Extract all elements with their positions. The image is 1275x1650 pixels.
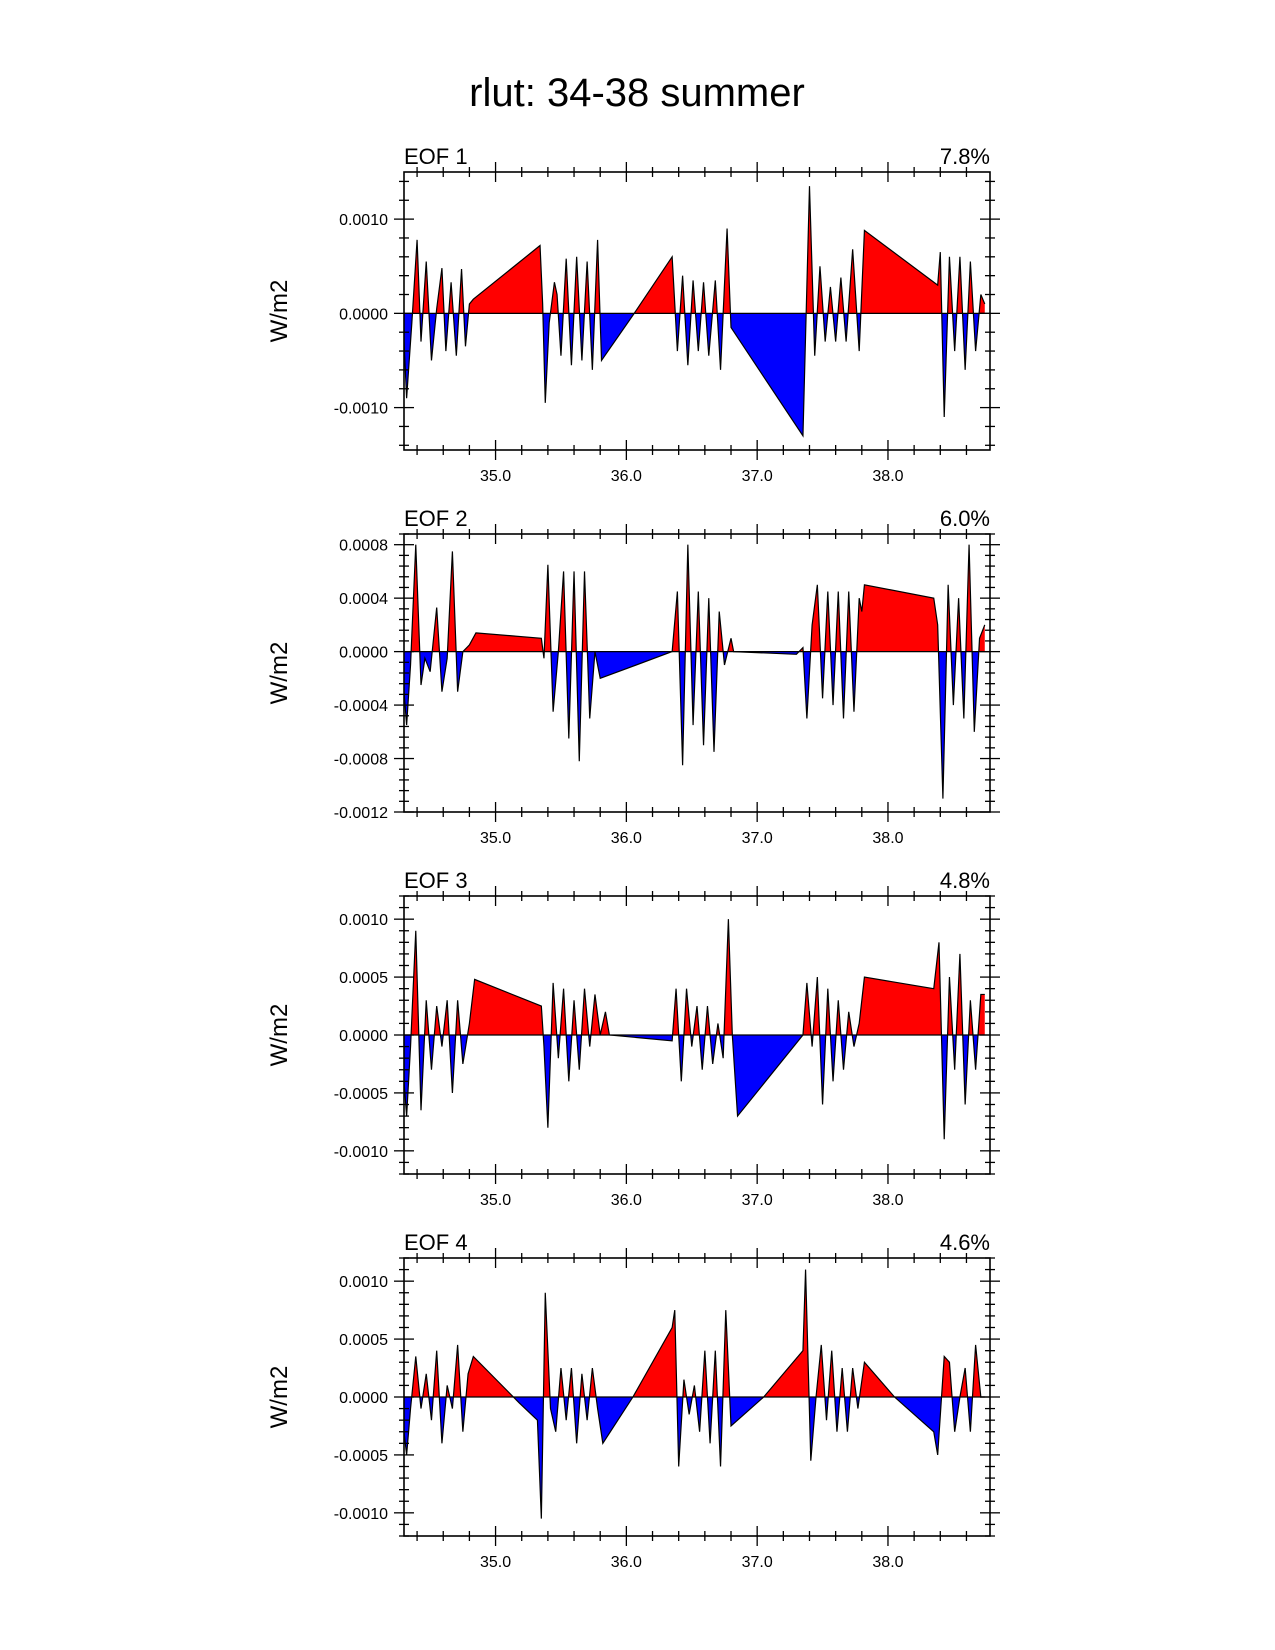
positive-area: [404, 919, 985, 1035]
x-tick-label: 35.0: [480, 1554, 511, 1571]
x-tick-label: 36.0: [611, 830, 642, 847]
variance-percent: 4.8%: [940, 868, 990, 893]
x-tick-label: 36.0: [611, 1192, 642, 1209]
panel-label: EOF 4: [404, 1230, 468, 1255]
y-axis-title: W/m2: [266, 280, 293, 343]
y-axis: -0.0010 -0.0005 0.0000 0.0005 0.0010: [334, 895, 1000, 1175]
x-tick-label: 38.0: [872, 830, 903, 847]
y-tick-label: 0.0005: [339, 1332, 388, 1349]
x-tick-label: 38.0: [872, 468, 903, 485]
x-tick-label: 37.0: [742, 1554, 773, 1571]
panel-eof-4: 35.0 36.0 37.0 38.0 -0.0010 -0.0005 0.0000 0.00…: [266, 1230, 1000, 1571]
variance-percent: 4.6%: [940, 1230, 990, 1255]
y-tick-label: -0.0010: [334, 1506, 388, 1523]
y-tick-label: -0.0008: [334, 752, 388, 769]
plot-frame: [403, 533, 991, 813]
x-tick-label: 38.0: [872, 1192, 903, 1209]
x-tick-label: 35.0: [480, 468, 511, 485]
x-tick-label: 38.0: [872, 1554, 903, 1571]
y-axis: -0.0010 -0.0005 0.0000 0.0005 0.0010: [334, 1257, 1000, 1537]
y-axis: -0.0010 0.0000 0.0010: [334, 180, 1000, 446]
x-axis: 35.0 36.0 37.0 38.0: [416, 524, 968, 847]
y-axis-title: W/m2: [266, 1366, 293, 1429]
y-tick-label: 0.0000: [339, 1390, 388, 1407]
eof-panels: 35.0 36.0 37.0 38.0 -0.0010 0.0000 0.0010 W/m2 E…: [266, 144, 1000, 1571]
panel-eof-2: 35.0 36.0 37.0 38.0 -0.0012 -0.0008 -0.0004 0.0…: [266, 506, 1000, 847]
x-axis: 35.0 36.0 37.0 38.0: [416, 162, 968, 485]
series-line: [404, 544, 986, 799]
x-axis: 35.0 36.0 37.0 38.0: [416, 886, 968, 1209]
y-tick-label: -0.0012: [334, 805, 388, 822]
x-tick-label: 37.0: [742, 468, 773, 485]
x-tick-label: 36.0: [611, 1554, 642, 1571]
y-tick-label: -0.0010: [334, 1144, 388, 1161]
y-tick-label: 0.0010: [339, 212, 388, 229]
x-tick-label: 37.0: [742, 1192, 773, 1209]
positive-area: [404, 1269, 985, 1397]
x-tick-label: 36.0: [611, 468, 642, 485]
series-line: [404, 919, 985, 1140]
positive-area: [411, 544, 985, 652]
y-tick-label: -0.0010: [334, 401, 388, 418]
series-line: [404, 186, 986, 438]
y-tick-label: 0.0010: [339, 912, 388, 929]
y-tick-label: 0.0000: [339, 645, 388, 662]
y-tick-label: -0.0005: [334, 1448, 388, 1465]
main-title: rlut: 34-38 summer: [469, 71, 805, 115]
variance-percent: 7.8%: [940, 144, 990, 169]
panel-label: EOF 1: [404, 144, 468, 169]
y-axis: -0.0012 -0.0008 -0.0004 0.0000 0.0004 0.0008: [334, 533, 1000, 822]
variance-percent: 6.0%: [940, 506, 990, 531]
y-tick-label: 0.0005: [339, 970, 388, 987]
y-tick-label: 0.0000: [339, 1028, 388, 1045]
y-axis-title: W/m2: [266, 1004, 293, 1067]
negative-area: [404, 1035, 985, 1140]
y-tick-label: 0.0010: [339, 1274, 388, 1291]
y-axis-title: W/m2: [266, 642, 293, 705]
x-tick-label: 37.0: [742, 830, 773, 847]
y-tick-label: 0.0004: [339, 591, 388, 608]
panel-label: EOF 2: [404, 506, 468, 531]
panel-eof-3: 35.0 36.0 37.0 38.0 -0.0010 -0.0005 0.0000 0.00…: [266, 868, 1000, 1209]
y-tick-label: -0.0004: [334, 698, 388, 715]
panel-label: EOF 3: [404, 868, 468, 893]
x-tick-label: 35.0: [480, 830, 511, 847]
negative-area: [404, 651, 985, 799]
positive-area: [412, 186, 985, 314]
y-tick-label: 0.0000: [339, 306, 388, 323]
y-tick-label: -0.0005: [334, 1086, 388, 1103]
panel-eof-1: 35.0 36.0 37.0 38.0 -0.0010 0.0000 0.0010 W/m2 E…: [266, 144, 1000, 485]
x-axis: 35.0 36.0 37.0 38.0: [416, 1248, 968, 1571]
x-tick-label: 35.0: [480, 1192, 511, 1209]
plot-frame: [403, 171, 991, 451]
y-tick-label: 0.0008: [339, 538, 388, 555]
